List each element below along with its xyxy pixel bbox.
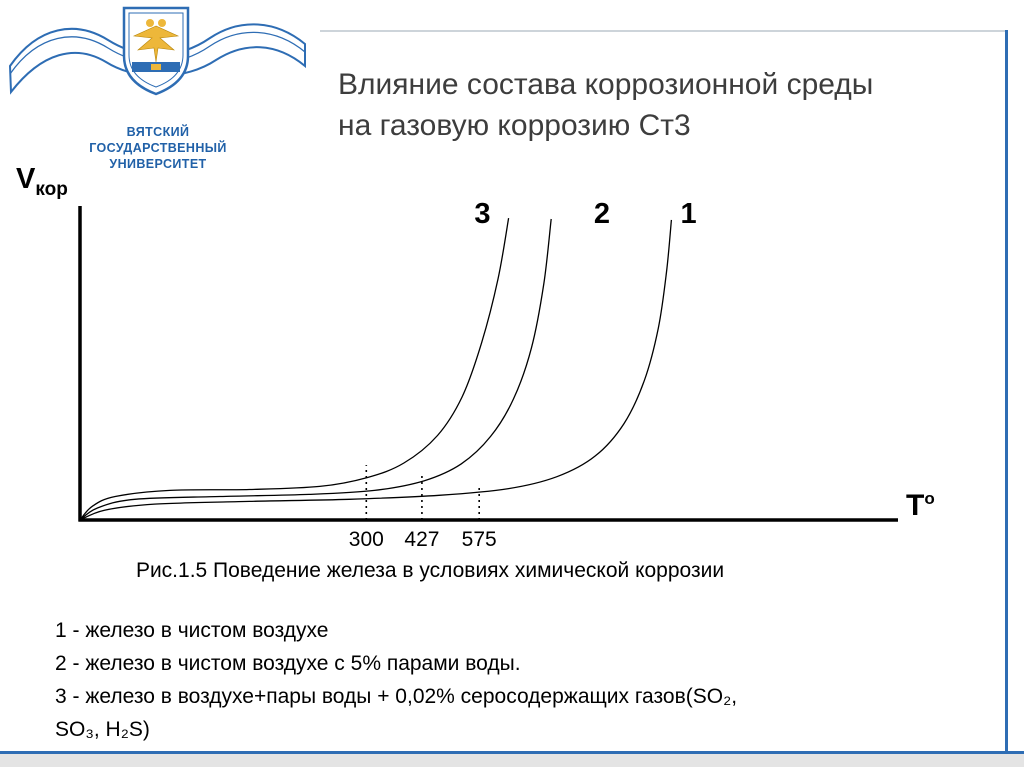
- chart-guides: 300 427 575: [349, 465, 497, 551]
- y-axis-subscript: кор: [35, 178, 68, 200]
- university-name-line2: ГОСУДАРСТВЕННЫЙ: [89, 141, 227, 155]
- emblem-inner-border: [128, 12, 184, 88]
- corrosion-chart-plot: 300 427 575 1 2 3: [78, 198, 898, 551]
- slide-title-line1: Влияние состава коррозионной среды: [338, 68, 874, 101]
- curve-legend: 1 - железо в чистом воздухе 2 - железо в…: [55, 614, 737, 746]
- x-axis-symbol: T: [906, 489, 925, 522]
- right-accent-bar: [1005, 30, 1008, 754]
- bottom-gray-strip: [0, 754, 1024, 767]
- y-axis-label: Vкор: [16, 163, 68, 201]
- legend-line-4: SO₃, H₂S): [55, 718, 150, 741]
- eagle-head-left: [146, 19, 154, 27]
- x-axis-label: Tо: [906, 489, 935, 523]
- curve-label-2: 2: [594, 202, 610, 230]
- slide-title: Влияние состава коррозионной среды на га…: [338, 64, 873, 146]
- chart-curves: 1 2 3: [79, 198, 697, 521]
- legend-line-1: 1 - железо в чистом воздухе: [55, 619, 329, 642]
- tick-label-575: 575: [462, 528, 497, 551]
- x-axis-superscript: о: [924, 489, 935, 508]
- university-name-line1: ВЯТСКИЙ: [126, 125, 190, 139]
- curve-label-3: 3: [474, 202, 490, 230]
- figure-caption: Рис.1.5 Поведение железа в условиях хими…: [135, 559, 725, 582]
- slide-title-line2: на газовую коррозию Ст3: [338, 109, 691, 142]
- legend-line-3: 3 - железо в воздухе+пары воды + 0,02% с…: [55, 685, 738, 708]
- curve-2: [79, 218, 552, 521]
- top-divider-line: [320, 30, 1005, 32]
- university-logo: ВЯТСКИЙ ГОСУДАРСТВЕННЫЙ УНИВЕРСИТЕТ: [8, 4, 308, 176]
- corrosion-chart: 300 427 575 1 2 3: [68, 198, 948, 554]
- university-emblem: [122, 6, 190, 96]
- curve-3: [79, 217, 510, 521]
- tick-label-427: 427: [404, 528, 439, 551]
- tick-label-300: 300: [349, 528, 384, 551]
- curve-label-1: 1: [681, 202, 697, 230]
- curve-1: [79, 219, 673, 521]
- legend-line-2: 2 - железо в чистом воздухе с 5% парами …: [55, 652, 521, 675]
- university-logo-art: [8, 6, 306, 96]
- emblem-gold-mark: [151, 64, 161, 70]
- university-name-line3: УНИВЕРСИТЕТ: [109, 157, 207, 171]
- bottom-accent-bar: [0, 751, 1024, 754]
- university-name: ВЯТСКИЙ ГОСУДАРСТВЕННЫЙ УНИВЕРСИТЕТ: [8, 124, 308, 172]
- y-axis-symbol: V: [16, 163, 36, 195]
- eagle-head-right: [158, 19, 166, 27]
